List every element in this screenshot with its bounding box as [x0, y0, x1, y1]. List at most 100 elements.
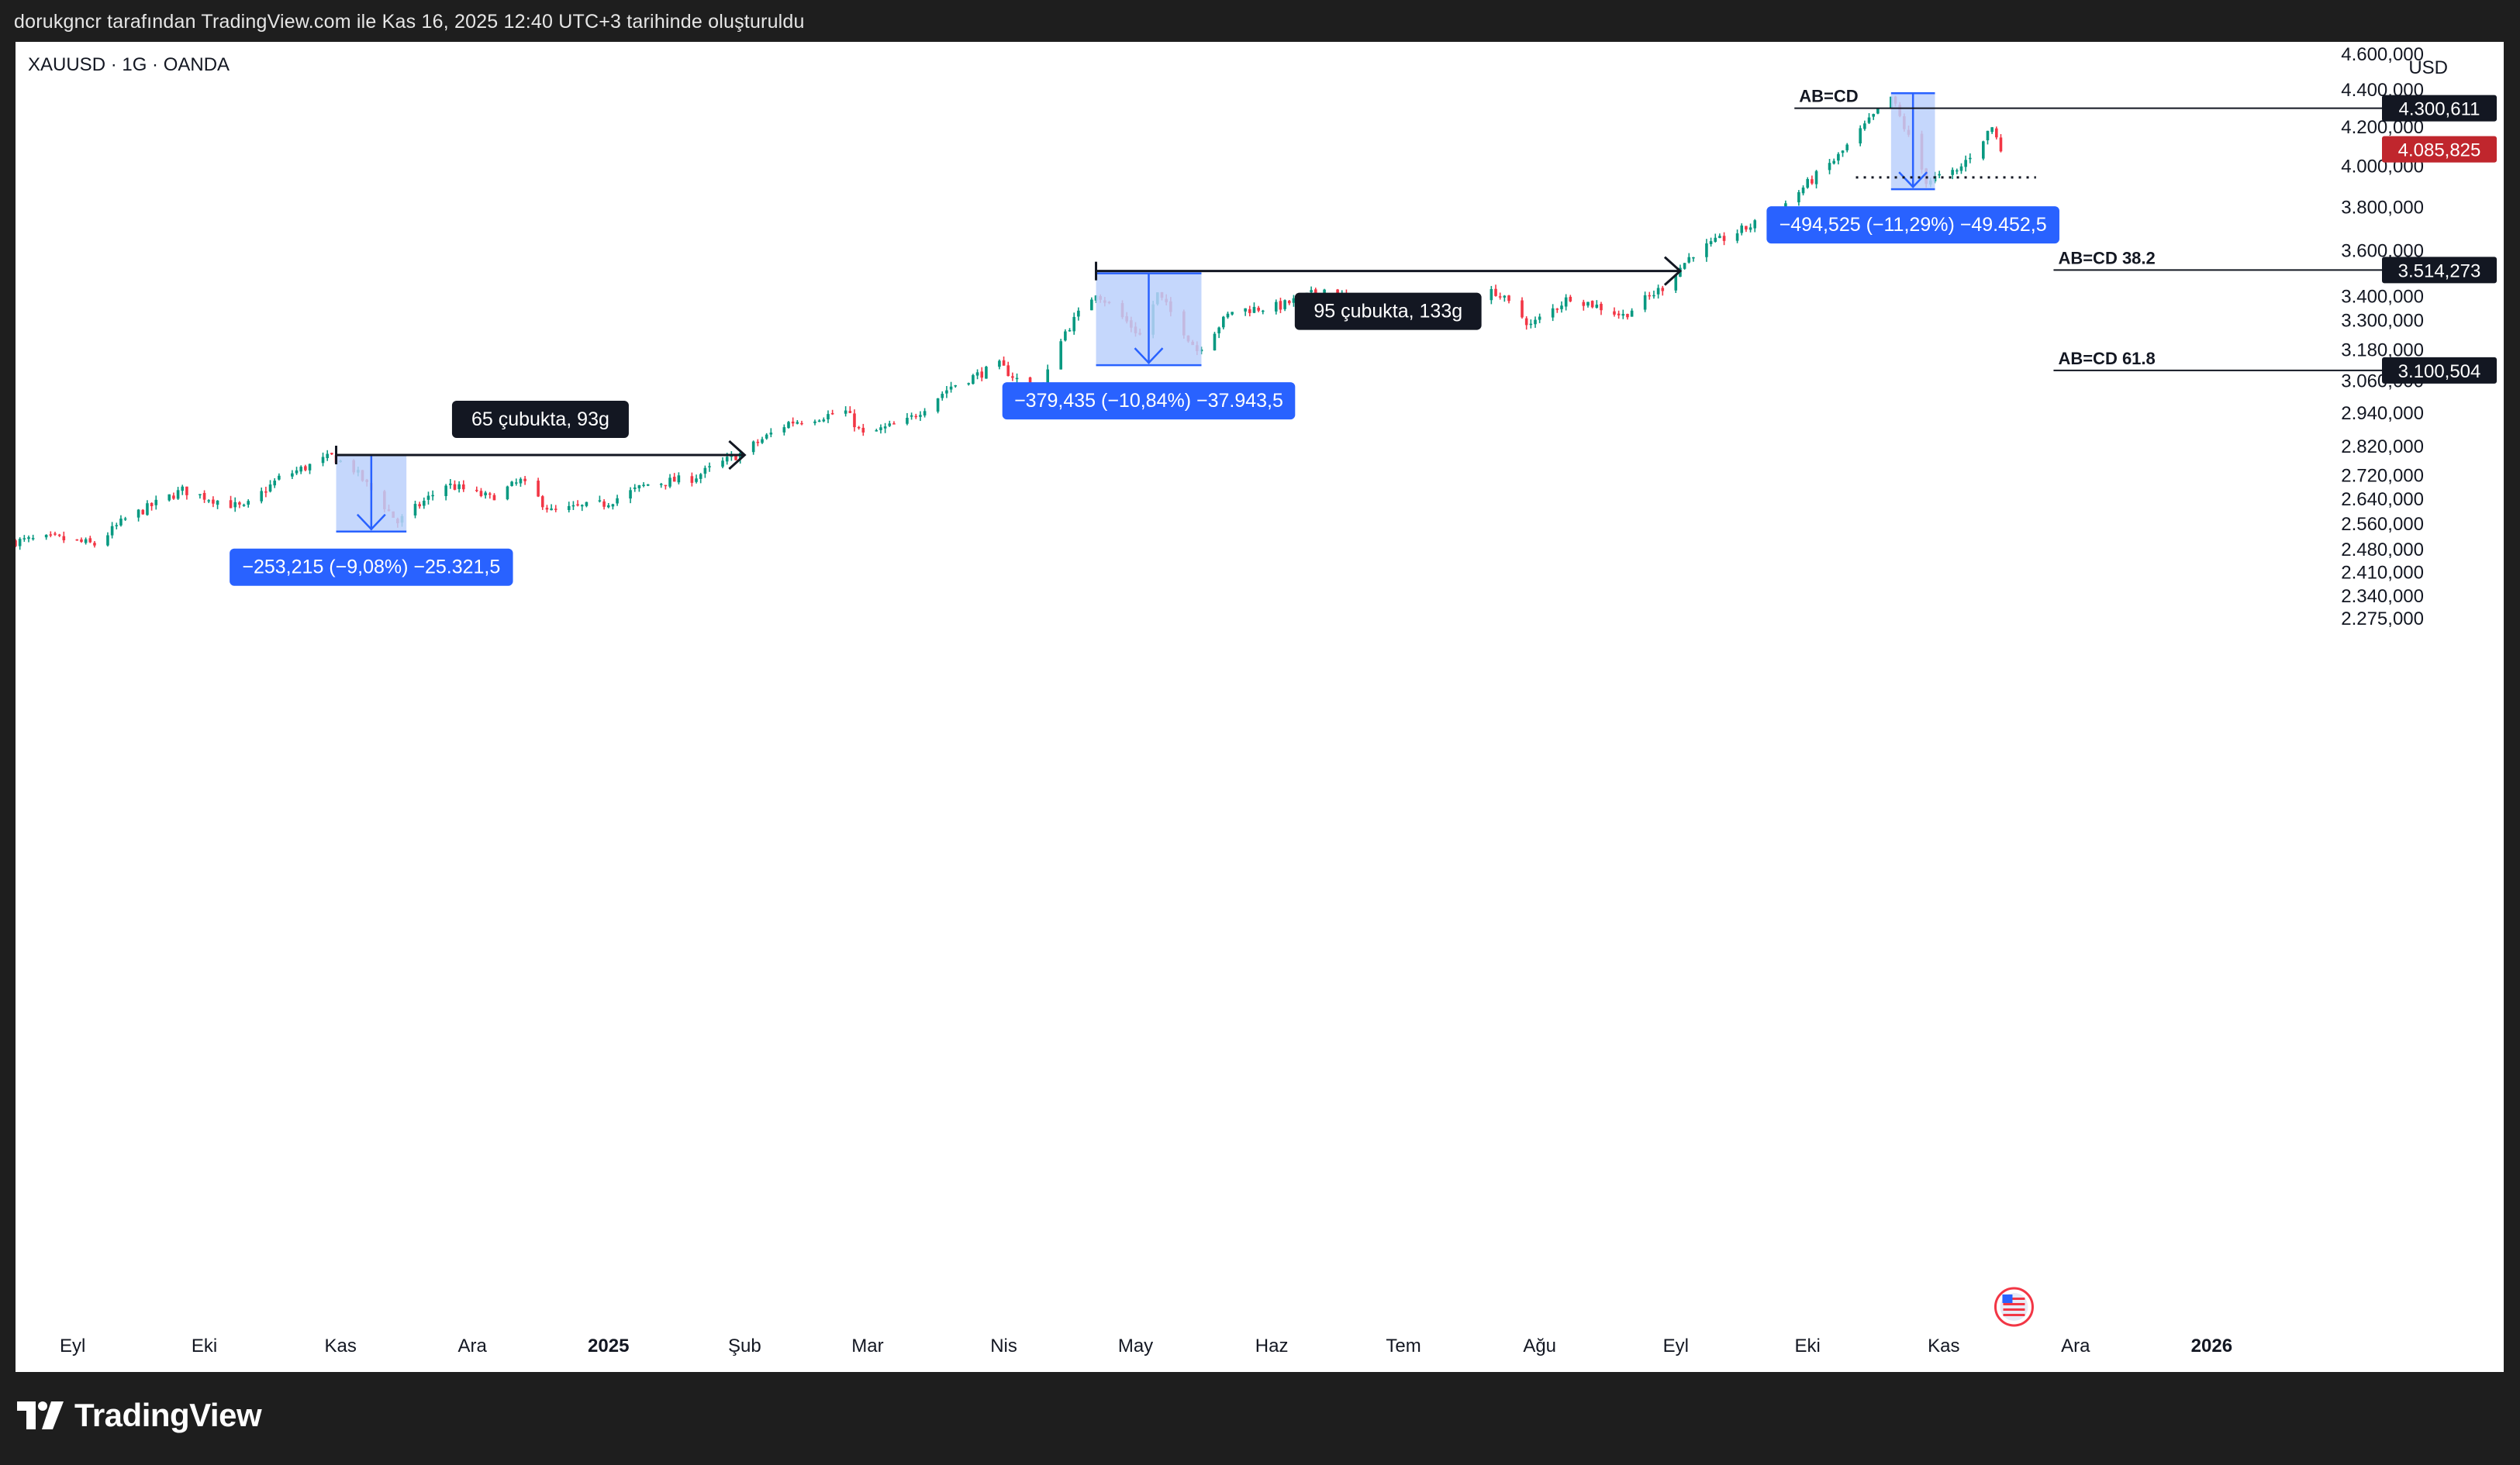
- candle: [954, 384, 958, 388]
- candle-body: [295, 470, 299, 474]
- candle-body: [431, 495, 434, 497]
- candle-body: [761, 439, 764, 443]
- candle-body: [914, 415, 918, 418]
- candle: [181, 484, 185, 495]
- price-range-measure[interactable]: −494,525 (−11,29%) −49.452,5: [1766, 91, 2059, 244]
- currency-label[interactable]: USD: [2408, 57, 2448, 78]
- candle-body: [1656, 288, 1660, 295]
- candle-body: [308, 464, 312, 471]
- candle-body: [1621, 314, 1625, 316]
- candle: [642, 482, 645, 488]
- candle: [1718, 233, 1721, 239]
- candle-body: [910, 415, 913, 417]
- candle: [756, 439, 760, 446]
- chart-panel[interactable]: −253,215 (−9,08%) −25.321,5 −379,435 (−10…: [16, 42, 2504, 1372]
- price-tag-label: 3.100,504: [2398, 361, 2481, 382]
- candle: [1863, 120, 1866, 131]
- abcd-level-name: AB=CD 61.8: [2058, 349, 2155, 368]
- candle: [462, 480, 465, 492]
- candle-body: [949, 386, 953, 390]
- x-tick-label: Ağu: [1523, 1336, 1556, 1356]
- candle-body: [1683, 263, 1686, 269]
- candle-body: [106, 535, 109, 546]
- candle-body: [1564, 297, 1568, 307]
- candle: [449, 478, 452, 489]
- candle: [1524, 316, 1528, 330]
- candle-body: [1735, 233, 1739, 241]
- candle: [637, 484, 641, 492]
- date-range-measure[interactable]: 95 çubukta, 133g: [1095, 256, 1683, 330]
- price-chart[interactable]: −253,215 (−9,08%) −25.321,5 −379,435 (−10…: [16, 42, 2504, 1372]
- us-economic-event-icon[interactable]: [1994, 1287, 2034, 1327]
- candle-body: [1982, 141, 1985, 159]
- candle: [431, 490, 434, 501]
- candle-body: [1951, 170, 1954, 175]
- candle: [1999, 134, 2003, 153]
- candle: [817, 419, 821, 422]
- candle-body: [1841, 150, 1845, 153]
- candle: [523, 476, 526, 485]
- candle-body: [506, 486, 509, 500]
- x-tick-label: 2025: [588, 1336, 629, 1356]
- candle-body: [875, 429, 879, 432]
- abcd-level-line[interactable]: AB=CD 61.8: [2053, 349, 2390, 371]
- price-range-measure[interactable]: −379,435 (−10,84%) −37.943,5: [1002, 272, 1296, 420]
- abcd-level-line[interactable]: AB=CD: [1794, 87, 2390, 109]
- candle: [84, 537, 88, 545]
- candle: [827, 410, 830, 423]
- candle: [119, 515, 123, 527]
- candle-body: [1503, 295, 1507, 298]
- candle-body: [1213, 333, 1217, 351]
- candle-body: [22, 538, 26, 539]
- candle-body: [167, 494, 171, 501]
- price-range-arrowhead: [1134, 347, 1164, 364]
- candle: [695, 474, 698, 484]
- candle: [326, 450, 329, 461]
- candle-body: [611, 504, 615, 507]
- candle: [703, 465, 707, 478]
- candle-body: [721, 460, 724, 467]
- candle: [106, 532, 109, 547]
- candle: [233, 497, 237, 512]
- candle-body: [1832, 160, 1836, 164]
- candle: [1283, 299, 1286, 312]
- candle-body: [523, 478, 526, 481]
- candle-body: [1872, 114, 1875, 117]
- price-range-label-bg: [1002, 382, 1296, 420]
- tradingview-logo[interactable]: TradingView: [17, 1397, 262, 1434]
- tradingview-logo-text: TradingView: [74, 1397, 262, 1433]
- candle-body: [668, 477, 671, 487]
- candle: [576, 500, 579, 507]
- candle: [1287, 300, 1291, 305]
- candle-body: [1740, 225, 1744, 233]
- candle-body: [453, 484, 457, 490]
- candle-body: [1837, 153, 1840, 161]
- candle: [1252, 302, 1256, 313]
- price-range-measure[interactable]: −253,215 (−9,08%) −25.321,5: [230, 453, 513, 586]
- abcd-level-name: AB=CD 38.2: [2058, 248, 2155, 267]
- date-range-measure[interactable]: 65 çubukta, 93g: [335, 401, 747, 471]
- candle: [545, 505, 549, 513]
- candle: [1828, 159, 1831, 174]
- candle-body: [633, 487, 637, 489]
- candle-body: [1648, 295, 1652, 297]
- candle-body: [462, 484, 465, 490]
- candle-body: [699, 474, 702, 479]
- candle-body: [1969, 157, 1972, 160]
- candle: [1064, 329, 1067, 342]
- y-tick-label: 3.400,000: [2341, 287, 2424, 308]
- candle-body: [1521, 300, 1524, 318]
- candle-body: [1006, 365, 1010, 377]
- candle: [914, 413, 918, 419]
- candle-body: [1046, 369, 1050, 384]
- candle: [782, 424, 786, 436]
- y-tick-label: 2.720,000: [2341, 465, 2424, 486]
- abcd-level-line[interactable]: AB=CD 38.2: [2053, 248, 2390, 271]
- candle-body: [1613, 311, 1616, 315]
- candle: [308, 464, 312, 474]
- candle-body: [1590, 301, 1594, 308]
- symbol-title[interactable]: XAUUSD · 1G · OANDA: [28, 54, 230, 75]
- candle-body: [580, 505, 584, 507]
- abcd-level-name: AB=CD: [1799, 87, 1858, 106]
- candle-body: [567, 505, 571, 510]
